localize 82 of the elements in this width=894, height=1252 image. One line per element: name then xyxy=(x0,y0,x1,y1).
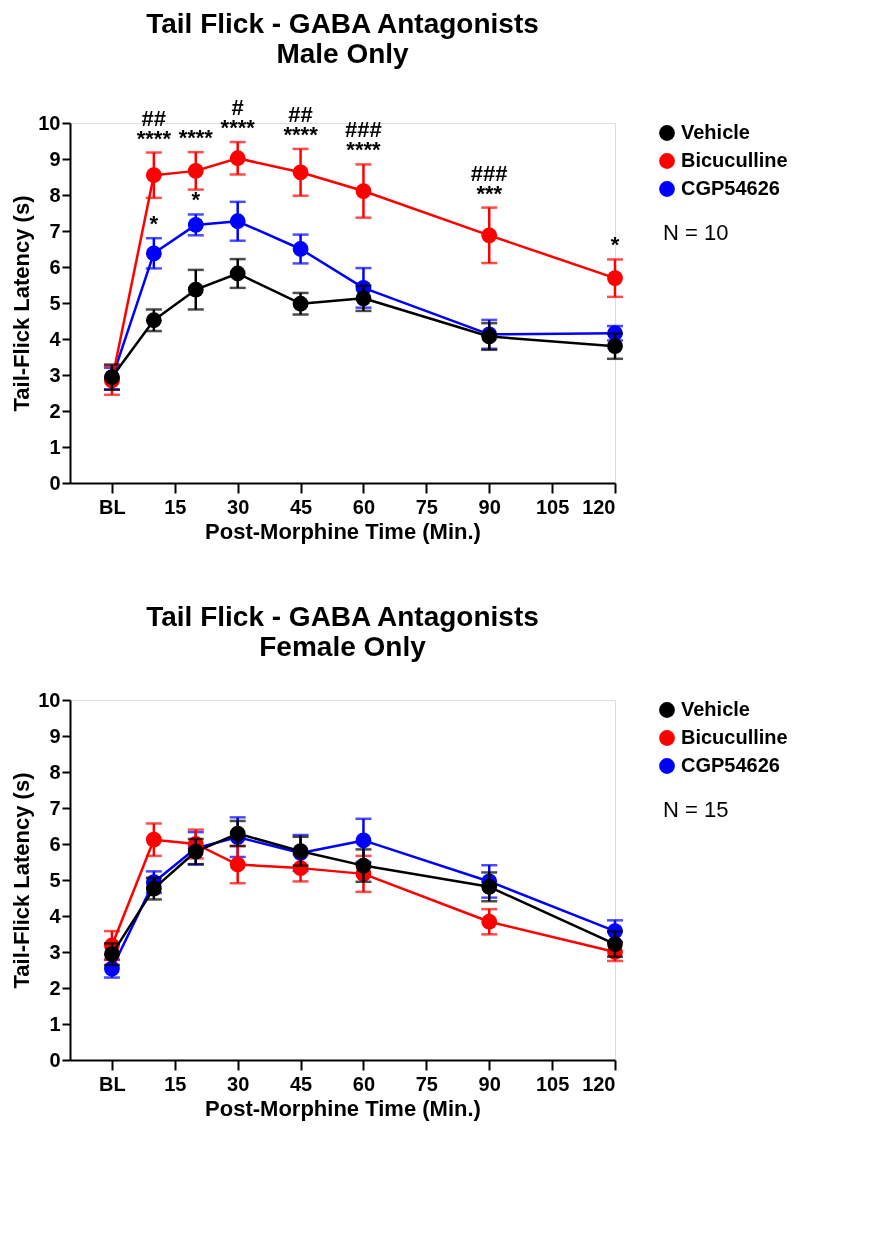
point xyxy=(481,878,498,895)
x-tick-label: 75 xyxy=(415,1072,438,1095)
chart-title: Tail Flick - GABA Antagonists xyxy=(146,8,539,40)
legend-label: Bicuculline xyxy=(681,149,788,171)
y-tick-label: 4 xyxy=(49,327,62,350)
point xyxy=(145,167,162,184)
point xyxy=(229,856,246,873)
y-tick-label: 6 xyxy=(49,832,61,855)
x-tick-label: 90 xyxy=(478,1072,501,1095)
x-tick-label: 105 xyxy=(535,495,570,518)
point xyxy=(481,227,498,244)
y-tick-label: 3 xyxy=(49,363,61,386)
y-axis-title: Tail-Flick Latency (s) xyxy=(9,772,35,989)
x-tick-label: 60 xyxy=(352,1072,376,1095)
legend-label: Vehicle xyxy=(681,121,750,143)
text: N = 10 xyxy=(663,220,729,245)
y-tick-label: 10 xyxy=(38,111,61,134)
x-tick-label: 120 xyxy=(582,1072,616,1095)
point xyxy=(229,150,246,167)
annotation: * xyxy=(149,211,159,237)
point xyxy=(145,880,162,897)
y-tick-label: 1 xyxy=(49,1012,61,1035)
y-tick-label: 10 xyxy=(38,688,61,711)
y-tick-label: 6 xyxy=(49,255,61,278)
x-tick-label: 90 xyxy=(478,495,501,518)
y-tick-label: 1 xyxy=(49,435,61,458)
y-tick-label: 0 xyxy=(49,471,61,494)
y-axis-title: Tail-Flick Latency (s) xyxy=(9,195,35,412)
x-axis-title: Post-Morphine Time (Min.) xyxy=(205,1095,481,1121)
legend-label: CGP54626 xyxy=(681,177,780,199)
point xyxy=(481,913,498,930)
legend-label: Bicuculline xyxy=(681,726,788,748)
point xyxy=(607,338,623,355)
x-axis-title: Post-Morphine Time (Min.) xyxy=(205,518,481,544)
x-tick-label: 30 xyxy=(227,1072,250,1095)
x-tick-label: 75 xyxy=(415,495,438,518)
point xyxy=(229,265,246,282)
point xyxy=(355,857,372,874)
legend-label: Vehicle xyxy=(681,698,750,720)
y-tick-label: 5 xyxy=(49,868,61,891)
annotation: * xyxy=(191,187,201,213)
y-tick-label: 7 xyxy=(49,796,61,819)
y-tick-label: 8 xyxy=(49,183,61,206)
y-tick-label: 2 xyxy=(49,399,61,422)
y-tick-label: 5 xyxy=(49,291,61,314)
point xyxy=(145,831,162,848)
point xyxy=(187,281,204,298)
point xyxy=(355,183,372,199)
x-tick-label: 15 xyxy=(164,1072,187,1095)
x-tick-label: 15 xyxy=(164,495,187,518)
point xyxy=(104,946,120,963)
point xyxy=(229,825,246,842)
legend-label: CGP54626 xyxy=(681,754,780,776)
point xyxy=(607,936,623,952)
y-tick-label: 4 xyxy=(49,904,62,927)
x-tick-label: 30 xyxy=(227,495,250,518)
chart-subtitle: Male Only xyxy=(276,38,410,70)
y-tick-label: 7 xyxy=(49,219,61,242)
y-tick-label: 3 xyxy=(49,940,61,963)
chart-subtitle: Female Only xyxy=(259,631,427,662)
y-tick-label: 9 xyxy=(49,724,61,747)
y-tick-label: 8 xyxy=(49,760,61,783)
y-tick-label: 2 xyxy=(49,976,61,999)
x-tick-label: 45 xyxy=(289,495,313,518)
annotation: * xyxy=(610,232,620,258)
text: N = 15 xyxy=(663,797,729,822)
y-tick-label: 9 xyxy=(49,147,61,170)
x-tick-label: 45 xyxy=(289,1072,313,1095)
x-tick-label: 120 xyxy=(582,495,616,518)
point xyxy=(145,312,162,329)
chart-title: Tail Flick - GABA Antagonists xyxy=(146,601,539,632)
point xyxy=(292,295,309,312)
point xyxy=(187,162,204,179)
point xyxy=(607,270,623,287)
x-tick-label: BL xyxy=(99,495,126,518)
y-tick-label: 0 xyxy=(49,1048,61,1071)
x-tick-label: 105 xyxy=(535,1072,570,1095)
annotation: **** xyxy=(178,125,214,151)
point xyxy=(292,164,309,181)
x-tick-label: BL xyxy=(99,1072,126,1095)
point xyxy=(355,290,372,307)
x-tick-label: 60 xyxy=(352,495,376,518)
